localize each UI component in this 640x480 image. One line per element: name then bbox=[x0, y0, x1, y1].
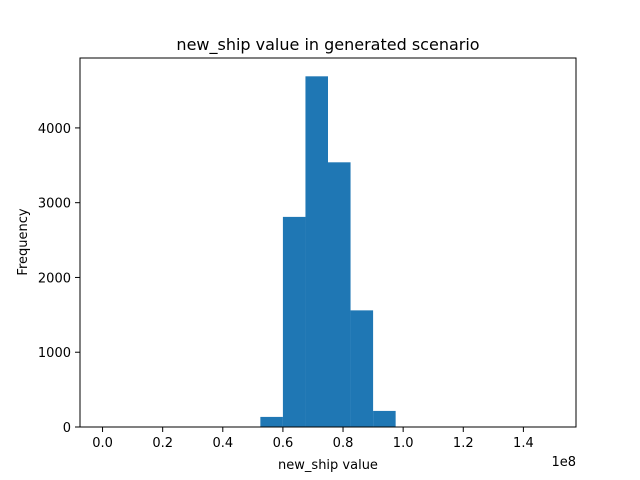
x-tick-label: 0.6 bbox=[273, 436, 294, 451]
chart-title: new_ship value in generated scenario bbox=[176, 35, 479, 55]
x-offset-label: 1e8 bbox=[551, 455, 576, 470]
y-axis: 0 1000 2000 3000 4000 bbox=[38, 122, 80, 436]
y-tick-label: 3000 bbox=[38, 197, 71, 212]
bars-group bbox=[260, 76, 396, 427]
x-tick-label: 0.2 bbox=[152, 436, 173, 451]
x-axis-label: new_ship value bbox=[278, 458, 378, 473]
histogram-bar-1 bbox=[282, 216, 306, 427]
y-tick-label: 0 bbox=[63, 421, 71, 436]
y-axis-label: Frequency bbox=[16, 208, 31, 275]
x-tick-label: 1.0 bbox=[393, 436, 414, 451]
y-tick-label: 2000 bbox=[38, 271, 71, 286]
x-tick-label: 1.4 bbox=[513, 436, 534, 451]
x-axis: 0.0 0.2 0.4 0.6 0.8 1.0 1.2 1.4 bbox=[92, 427, 534, 451]
plot-frame bbox=[79, 57, 577, 428]
histogram-bar-4 bbox=[350, 310, 374, 427]
x-tick-label: 0.8 bbox=[333, 436, 354, 451]
y-tick-label: 1000 bbox=[38, 346, 71, 361]
x-tick-label: 1.2 bbox=[453, 436, 474, 451]
histogram-bar-2 bbox=[305, 76, 328, 427]
histogram-bar-3 bbox=[328, 162, 351, 427]
histogram-bar-5 bbox=[373, 410, 396, 427]
x-tick-label: 0.4 bbox=[212, 436, 233, 451]
x-tick-label: 0.0 bbox=[92, 436, 113, 451]
y-tick-label: 4000 bbox=[38, 122, 71, 137]
histogram-bar-0 bbox=[260, 416, 283, 427]
